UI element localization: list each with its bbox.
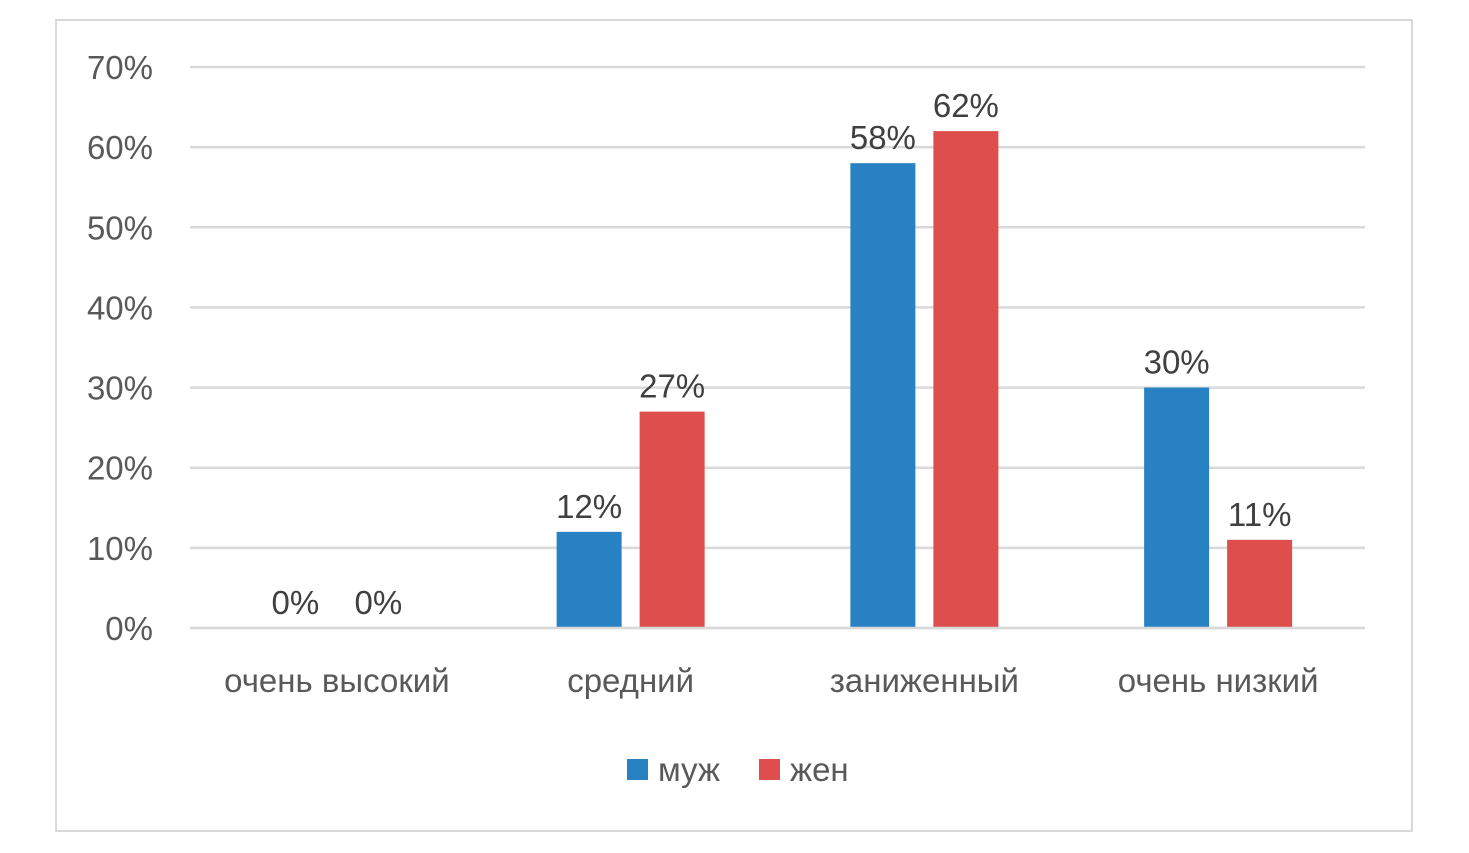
y-tick-label: 70%: [87, 49, 153, 86]
legend-swatch: [627, 759, 648, 780]
data-label: 11%: [1228, 496, 1292, 533]
y-tick-label: 10%: [87, 530, 153, 567]
data-labels: 0% 0% 12% 27% 58% 62% 30% 11%: [272, 87, 1292, 621]
data-label: 0%: [355, 584, 403, 621]
y-tick-label: 0%: [105, 610, 153, 647]
bar-male: [1144, 387, 1210, 628]
bar-female: [933, 131, 999, 628]
x-axis-categories: очень высокий средний заниженный очень низк…: [224, 662, 1318, 699]
data-label: 12%: [556, 488, 622, 525]
category-label: средний: [567, 662, 694, 699]
y-tick-label: 40%: [87, 289, 153, 326]
legend-swatch: [759, 759, 780, 780]
y-tick-label: 20%: [87, 450, 153, 487]
bars: [190, 131, 1365, 630]
y-tick-label: 60%: [87, 129, 153, 166]
y-tick-label: 30%: [87, 370, 153, 407]
legend: муж жен: [627, 751, 849, 788]
bar-female: [639, 411, 705, 628]
legend-label: муж: [658, 751, 720, 788]
data-label: 58%: [850, 119, 916, 156]
bar-female: [1227, 539, 1293, 628]
category-label: очень высокий: [224, 662, 450, 699]
bar-male: [850, 163, 916, 628]
y-tick-label: 50%: [87, 209, 153, 246]
data-label: 27%: [639, 368, 705, 405]
legend-label: жен: [790, 751, 849, 788]
bar-male: [556, 531, 622, 628]
category-label: очень низкий: [1118, 662, 1319, 699]
data-label: 30%: [1144, 344, 1210, 381]
y-axis-ticks: 0% 10% 20% 30% 40% 50% 60% 70%: [87, 49, 153, 647]
category-label: заниженный: [830, 662, 1019, 699]
data-label: 0%: [272, 584, 320, 621]
data-label: 62%: [933, 87, 999, 124]
